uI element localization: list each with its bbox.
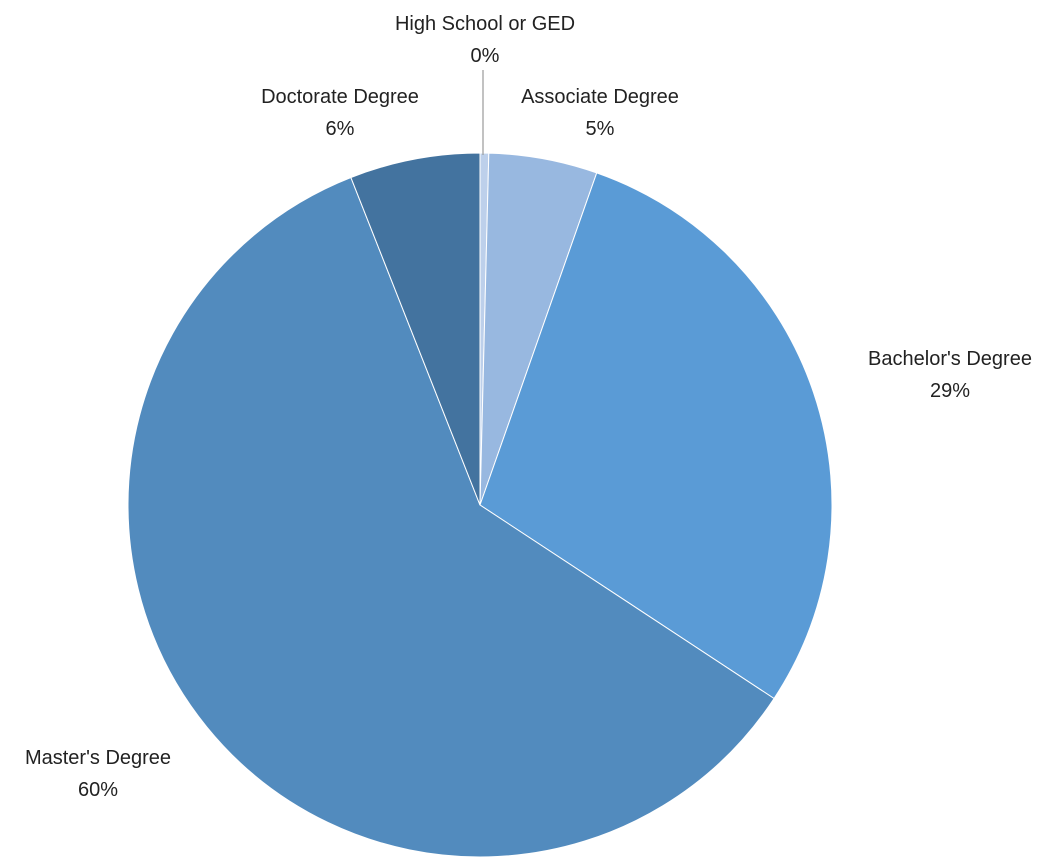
- data-labels: High School or GED 0% Associate Degree 5% Ba…: [25, 13, 1032, 801]
- data-label-value-associate-degree: 5%: [586, 118, 615, 140]
- data-label-name-bachelor-s-degree: Bachelor's Degree: [868, 348, 1032, 370]
- pie-slice-master-s-degree: [127, 176, 775, 857]
- data-label-value-doctorate-degree: 6%: [326, 118, 355, 140]
- pie-slice-doctorate-degree: [350, 152, 481, 506]
- pie-slices: [127, 152, 833, 857]
- data-label-value-bachelor-s-degree: 29%: [930, 380, 970, 402]
- data-label-value-high-school-or-ged: 0%: [471, 45, 500, 67]
- pie-slice-bachelor-s-degree: [479, 172, 833, 700]
- data-label-name-associate-degree: Associate Degree: [521, 86, 679, 108]
- data-label-name-doctorate-degree: Doctorate Degree: [261, 86, 419, 108]
- data-label-name-master-s-degree: Master's Degree: [25, 747, 171, 769]
- data-label-name-high-school-or-ged: High School or GED: [395, 13, 575, 35]
- data-label-value-master-s-degree: 60%: [78, 779, 118, 801]
